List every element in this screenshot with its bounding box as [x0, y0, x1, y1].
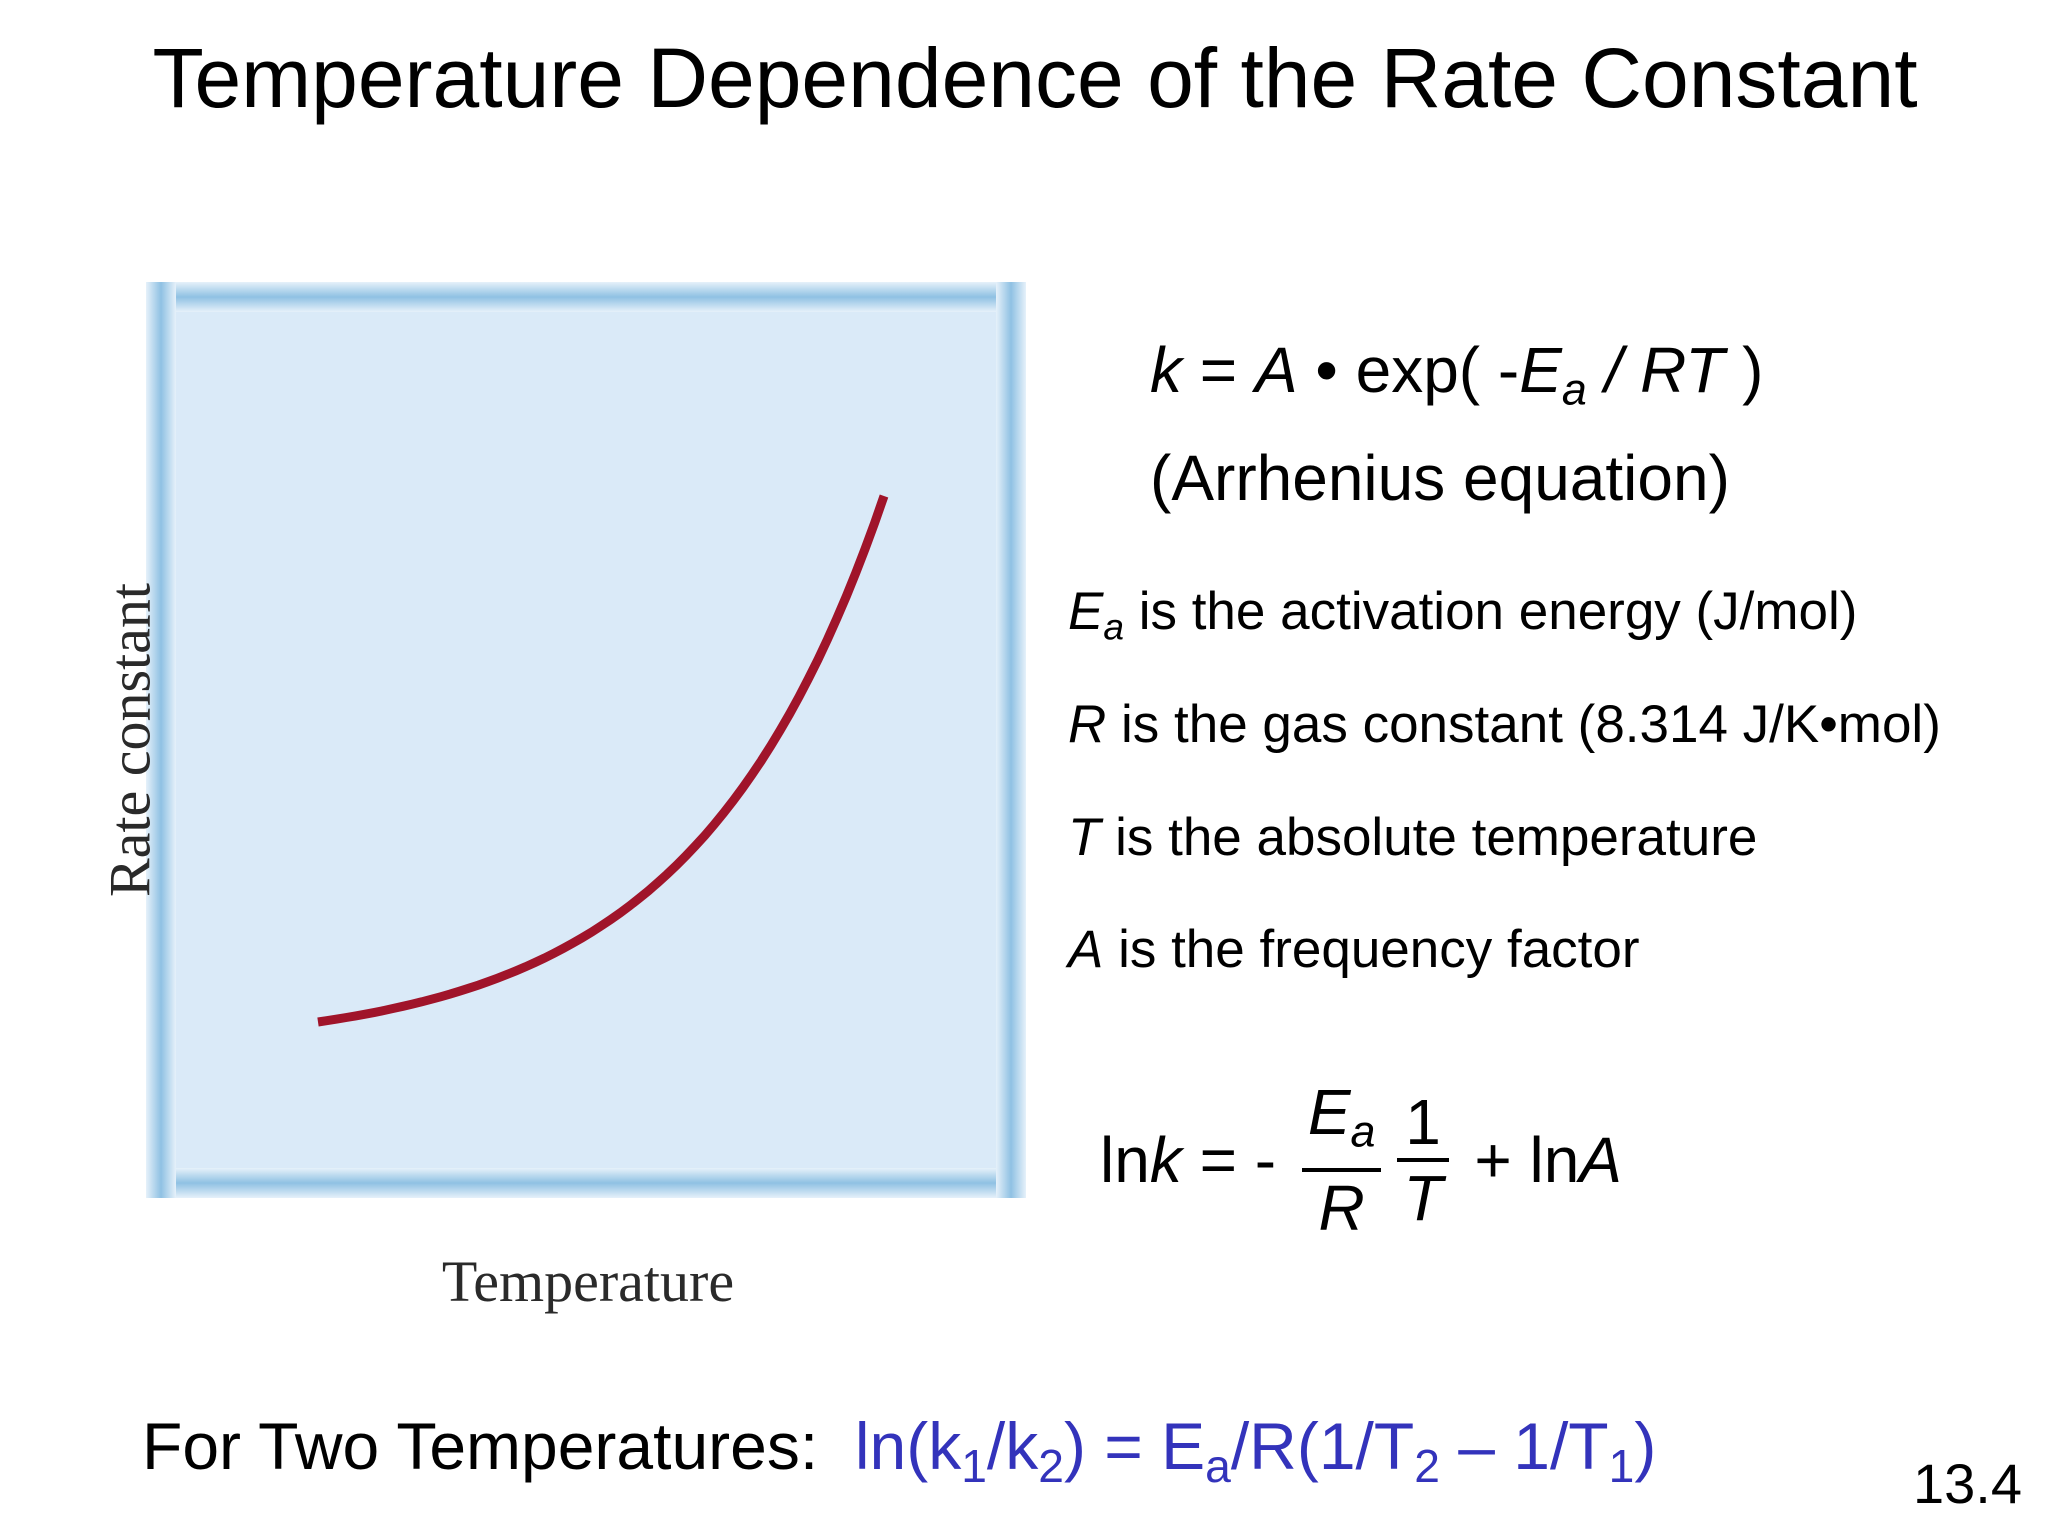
chart-frame-left [146, 282, 176, 1198]
chart-frame-bottom [146, 1168, 1026, 1198]
slide-number: 13.4 [1913, 1452, 2022, 1515]
formula-sub: 2 [1038, 1439, 1064, 1492]
eq-a: A [1254, 334, 1298, 406]
rate-curve-line [317, 494, 889, 1027]
def-text: is the activation energy (J/mol) [1123, 582, 1858, 641]
two-temps-formula: ln(k1/k2) = Ea/R(1/T2 – 1/T1) [854, 1409, 1657, 1492]
fraction-numerator: 1 [1405, 1086, 1441, 1158]
definition-a: A is the frequency factor [1068, 918, 1640, 982]
def-symbol: T [1068, 808, 1101, 867]
def-text: is the gas constant (8.314 J/K•mol) [1106, 695, 1941, 754]
formula-sub: 1 [1608, 1439, 1635, 1492]
eq-slash: / [1586, 334, 1641, 406]
slide-title: Temperature Dependence of the Rate Const… [152, 31, 1918, 125]
ln-ln: ln [1100, 1124, 1150, 1196]
definition-t: T is the absolute temperature [1068, 806, 1757, 870]
frac-e: E [1307, 1076, 1351, 1149]
equation-name: (Arrhenius equation) [1150, 442, 1730, 514]
definition-ea: Ea is the activation energy (J/mol) [1068, 580, 1857, 658]
fraction-ea-over-r: Ea R [1301, 1076, 1382, 1244]
fraction-bar [1301, 1167, 1382, 1172]
two-temperatures-line: For Two Temperatures: ln(k1/k2) = Ea/R(1… [142, 1406, 1656, 1506]
formula-part: /R(1/T [1230, 1409, 1415, 1483]
def-symbol-sub: a [1103, 605, 1124, 648]
formula-part: /k [986, 1409, 1039, 1483]
formula-sub: a [1205, 1439, 1231, 1492]
fraction-denominator: R [1318, 1171, 1365, 1244]
ln-k: k [1149, 1124, 1182, 1196]
fraction-numerator: Ea [1302, 1076, 1382, 1168]
arrhenius-equation: k = A • exp( -Ea / RT ) [1150, 330, 1763, 430]
x-axis-label: Temperature [441, 1249, 735, 1314]
def-symbol: A [1068, 920, 1104, 979]
chart-panel [146, 282, 1026, 1198]
fraction-one-over-t: 1 T [1397, 1086, 1449, 1234]
def-text: is the absolute temperature [1100, 808, 1758, 867]
two-temps-label: For Two Temperatures: [142, 1409, 855, 1483]
y-axis-label: Rate constant [97, 582, 163, 898]
chart-frame-right [996, 282, 1026, 1198]
formula-part: ) [1634, 1409, 1657, 1483]
eq-e: E [1519, 334, 1562, 406]
def-symbol: R [1068, 695, 1107, 754]
definition-r: R is the gas constant (8.314 J/K•mol) [1068, 693, 1941, 757]
formula-sub: 2 [1414, 1439, 1440, 1492]
ln-equation: ln k = - Ea R 1 T + ln A [1100, 1075, 1622, 1245]
eq-rt: RT [1640, 334, 1725, 406]
fraction-bar [1397, 1158, 1449, 1162]
eq-close: ) [1724, 334, 1764, 406]
eq-equals: = [1182, 334, 1255, 406]
def-symbol: E [1068, 582, 1104, 641]
def-text: is the frequency factor [1103, 920, 1640, 979]
formula-part: ) = E [1063, 1409, 1206, 1483]
ln-plus: + ln [1456, 1124, 1580, 1196]
eq-exp: • exp( - [1297, 334, 1520, 406]
eq-k: k [1150, 334, 1182, 406]
ln-equals: = - [1181, 1124, 1294, 1196]
formula-sub: 1 [961, 1439, 987, 1492]
formula-part: ln(k [854, 1409, 962, 1483]
ln-a: A [1579, 1124, 1622, 1196]
frac-e-sub: a [1350, 1106, 1376, 1157]
eq-e-sub: a [1561, 364, 1587, 415]
formula-part: – 1/T [1439, 1409, 1609, 1483]
fraction-denominator: T [1403, 1162, 1443, 1234]
chart-frame-top [146, 282, 1026, 312]
